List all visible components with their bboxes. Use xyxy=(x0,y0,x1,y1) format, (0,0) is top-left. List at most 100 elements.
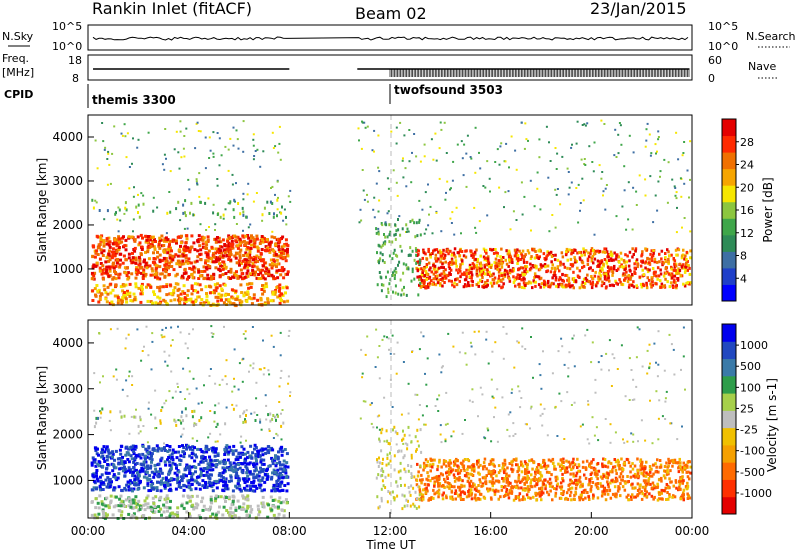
echo-cell xyxy=(509,280,512,283)
echo-cell xyxy=(104,149,106,151)
echo-cell xyxy=(606,184,608,186)
echo-cell xyxy=(405,167,407,169)
echo-cell xyxy=(654,258,657,261)
echo-cell xyxy=(453,234,455,236)
echo-cell xyxy=(162,504,165,507)
echo-cell xyxy=(183,489,186,492)
echo-cell xyxy=(429,282,432,285)
echo-cell xyxy=(246,272,249,275)
echo-cell xyxy=(451,211,453,213)
echo-cell xyxy=(205,508,208,511)
echo-cell xyxy=(451,254,454,257)
echo-cell xyxy=(551,214,553,216)
echo-cell xyxy=(134,257,137,260)
echo-cell xyxy=(261,476,264,479)
echo-cell xyxy=(493,279,496,282)
echo-cell xyxy=(367,201,369,203)
echo-cell xyxy=(576,458,579,461)
echo-cell xyxy=(163,510,166,513)
echo-cell xyxy=(223,453,226,456)
echo-cell xyxy=(261,248,264,251)
echo-cell xyxy=(455,265,458,268)
echo-cell xyxy=(631,462,634,465)
echo-cell xyxy=(204,262,207,265)
echo-cell xyxy=(159,496,162,499)
echo-cell xyxy=(134,457,137,460)
echo-cell xyxy=(175,282,178,285)
echo-cell xyxy=(149,457,152,460)
echo-cell xyxy=(110,301,113,304)
echo-cell xyxy=(622,485,625,488)
echo-cell xyxy=(285,476,288,479)
echo-cell xyxy=(634,267,637,270)
echo-cell xyxy=(168,243,171,246)
echo-cell xyxy=(538,257,541,260)
echo-cell xyxy=(124,468,127,471)
echo-cell xyxy=(610,267,613,270)
echo-cell xyxy=(282,256,285,259)
echo-cell xyxy=(127,132,129,134)
echo-cell xyxy=(597,250,600,253)
echo-cell xyxy=(179,463,182,466)
echo-cell xyxy=(101,451,104,454)
echo-cell xyxy=(203,467,206,470)
echo-cell xyxy=(257,450,260,453)
echo-cell xyxy=(130,446,133,449)
echo-cell xyxy=(621,265,624,268)
echo-cell xyxy=(196,178,198,180)
echo-cell xyxy=(257,513,260,516)
echo-cell xyxy=(220,216,222,219)
echo-cell xyxy=(522,267,525,270)
echo-cell xyxy=(97,454,100,457)
beam-title: Beam 02 xyxy=(355,4,427,23)
echo-cell xyxy=(239,488,242,491)
echo-cell xyxy=(568,461,571,464)
echo-cell xyxy=(614,129,616,131)
echo-cell xyxy=(613,252,616,255)
echo-cell xyxy=(594,271,597,274)
echo-cell xyxy=(453,485,456,488)
echo-cell xyxy=(139,301,142,304)
echo-cell xyxy=(499,145,501,147)
echo-cell xyxy=(125,484,128,487)
echo-cell xyxy=(610,497,613,500)
echo-cell xyxy=(388,282,390,285)
echo-cell xyxy=(211,468,214,471)
echo-cell xyxy=(383,233,385,236)
echo-cell xyxy=(220,495,223,498)
echo-cell xyxy=(123,475,126,478)
echo-cell xyxy=(219,249,222,252)
y-tick-label: 2000 xyxy=(52,218,83,232)
echo-cell xyxy=(539,208,541,210)
echo-cell xyxy=(382,259,384,262)
echo-cell xyxy=(280,254,283,257)
echo-cell xyxy=(539,286,542,289)
echo-cell xyxy=(667,202,669,204)
echo-cell xyxy=(273,147,275,149)
echo-cell xyxy=(584,282,587,285)
echo-cell xyxy=(480,265,483,268)
echo-cell xyxy=(205,299,208,302)
echo-cell xyxy=(668,161,670,163)
echo-cell xyxy=(145,262,148,265)
echo-cell xyxy=(568,171,570,173)
echo-cell xyxy=(591,286,594,289)
echo-cell xyxy=(136,454,139,457)
echo-cell xyxy=(276,214,278,217)
echo-cell xyxy=(277,245,280,248)
echo-cell xyxy=(163,257,166,260)
echo-cell xyxy=(548,471,551,474)
echo-cell xyxy=(523,261,526,264)
echo-cell xyxy=(210,150,212,152)
echo-cell xyxy=(571,182,573,184)
echo-cell xyxy=(681,265,684,268)
echo-cell xyxy=(380,252,382,255)
echo-cell xyxy=(149,478,152,481)
echo-cell xyxy=(246,514,249,517)
echo-cell xyxy=(184,228,186,230)
echo-cell xyxy=(660,480,663,483)
echo-cell xyxy=(266,468,269,471)
echo-cell xyxy=(530,230,532,232)
echo-cell xyxy=(187,289,190,292)
echo-cell xyxy=(279,464,282,467)
